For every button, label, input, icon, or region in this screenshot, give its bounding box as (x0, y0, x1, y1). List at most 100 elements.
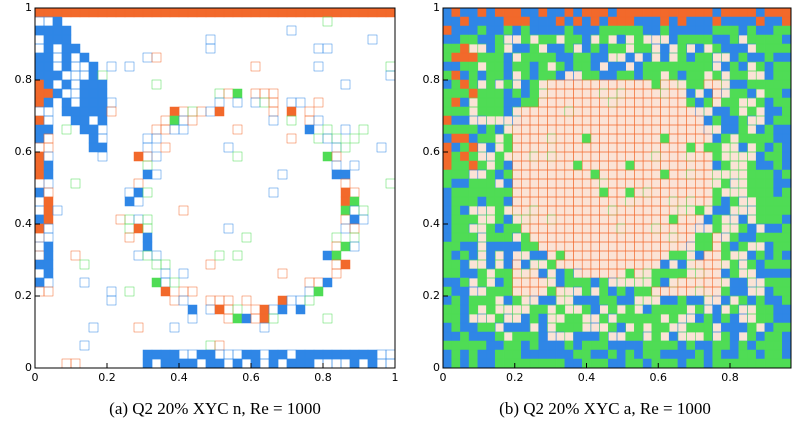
mesh-cell (738, 88, 748, 99)
mesh-cell (782, 115, 792, 126)
mesh-cell (268, 115, 279, 126)
mesh-cell (782, 133, 792, 144)
mesh-cell (634, 25, 644, 36)
mesh-cell (764, 115, 774, 126)
mesh-cell (486, 358, 496, 369)
mesh-cell (764, 151, 774, 162)
mesh-cell (442, 43, 452, 54)
mesh-cell (782, 142, 792, 153)
mesh-cell (642, 7, 653, 18)
mesh-cell (61, 79, 72, 90)
mesh-cell (503, 25, 513, 36)
mesh-cell (97, 106, 108, 117)
mesh-cell (590, 340, 600, 351)
mesh-cell (773, 79, 783, 90)
mesh-cell (521, 340, 531, 351)
mesh-cell (703, 322, 713, 333)
mesh-cell (295, 358, 306, 369)
mesh-cell (616, 25, 626, 36)
mesh-cell (616, 295, 626, 306)
mesh-cell (313, 7, 324, 18)
mesh-cell (677, 7, 687, 18)
mesh-cell (486, 169, 496, 180)
mesh-cell (52, 7, 63, 18)
mesh-cell (747, 106, 757, 117)
mesh-cell (634, 7, 644, 18)
mesh-cell (241, 295, 252, 306)
mesh-cell (599, 52, 609, 63)
mesh-cell (729, 16, 740, 27)
mesh-cell (729, 268, 740, 279)
mesh-cell (34, 70, 45, 81)
mesh-cell (151, 169, 162, 180)
mesh-cell (686, 142, 696, 153)
mesh-cell (773, 331, 783, 342)
mesh-cell (512, 322, 522, 333)
mesh-cell (703, 34, 713, 45)
mesh-cell (268, 7, 279, 18)
mesh-cell (460, 205, 470, 216)
mesh-cell (721, 124, 731, 135)
mesh-cell (773, 277, 783, 288)
mesh-cell (668, 331, 679, 342)
mesh-cell (686, 79, 696, 90)
mesh-cell (660, 340, 670, 351)
mesh-cell (573, 349, 583, 360)
mesh-cell (608, 349, 618, 360)
mesh-cell (555, 268, 566, 279)
mesh-cell (349, 358, 360, 369)
mesh-cell (729, 277, 740, 288)
mesh-cell (642, 313, 653, 324)
mesh-cell (668, 313, 679, 324)
x-tick-label: 0.8 (721, 371, 739, 384)
mesh-cell (442, 34, 452, 45)
mesh-cell (729, 286, 740, 297)
mesh-cell (277, 295, 288, 306)
mesh-cell (782, 52, 792, 63)
mesh-cell (755, 34, 766, 45)
mesh-cell (79, 124, 90, 135)
mesh-cell (169, 7, 180, 18)
mesh-cell (590, 16, 600, 27)
mesh-cell (468, 295, 479, 306)
mesh-cell (521, 349, 531, 360)
mesh-cell (349, 241, 360, 252)
mesh-cell (34, 88, 45, 99)
mesh-cell (738, 214, 748, 225)
mesh-cell (581, 304, 592, 315)
mesh-cell (773, 88, 783, 99)
mesh-cell (703, 142, 713, 153)
mesh-cell (503, 277, 513, 288)
mesh-cell (782, 169, 792, 180)
mesh-cell (599, 331, 609, 342)
mesh-cell (442, 358, 452, 369)
mesh-cell (642, 358, 653, 369)
mesh-cell (88, 61, 99, 72)
mesh-cell (703, 331, 713, 342)
mesh-cell (442, 277, 452, 288)
mesh-cell (634, 322, 644, 333)
mesh-cell (564, 268, 574, 279)
mesh-cell (512, 223, 522, 234)
mesh-cell (178, 268, 189, 279)
mesh-cell (460, 349, 470, 360)
mesh-cell (34, 151, 45, 162)
mesh-cell (695, 52, 705, 63)
mesh-cell (521, 259, 531, 270)
mesh-cell (738, 322, 748, 333)
mesh-cell (695, 340, 705, 351)
mesh-cell (686, 88, 696, 99)
mesh-cell (773, 322, 783, 333)
mesh-cell (277, 268, 288, 279)
mesh-cell (79, 97, 90, 108)
mesh-cell (187, 358, 198, 369)
mesh-cell (286, 106, 297, 117)
mesh-cell (747, 232, 757, 243)
mesh-cell (494, 7, 505, 18)
mesh-cell (547, 259, 557, 270)
mesh-cell (590, 25, 600, 36)
mesh-cell (712, 340, 722, 351)
mesh-cell (460, 322, 470, 333)
mesh-cell (668, 16, 679, 27)
mesh-cell (782, 70, 792, 81)
